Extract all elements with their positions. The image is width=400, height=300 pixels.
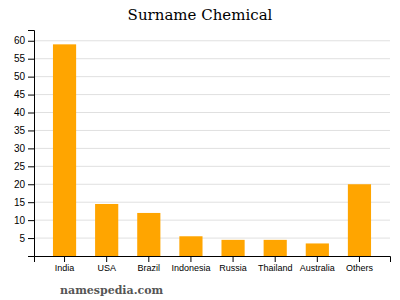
y-tick-mark xyxy=(28,95,34,96)
grid-line xyxy=(34,40,390,41)
y-tick: 10 xyxy=(14,215,34,226)
x-tick-label: India xyxy=(55,263,75,273)
x-tick-label: Indonesia xyxy=(171,263,210,273)
plot: 51015202530354045505560IndiaUSABrazilInd… xyxy=(14,31,391,274)
y-tick: 60 xyxy=(14,35,34,46)
y-tick: 45 xyxy=(14,89,34,100)
y-tick: 15 xyxy=(14,197,34,208)
y-tick: 25 xyxy=(14,161,34,172)
x-tick-mark xyxy=(148,256,149,262)
x-tick: USA xyxy=(97,256,116,273)
chart: 51015202530354045505560IndiaUSABrazilInd… xyxy=(0,0,400,300)
y-tick: 50 xyxy=(14,71,34,82)
y-tick: 55 xyxy=(14,53,34,64)
x-tick-mark xyxy=(190,256,191,262)
bar xyxy=(264,240,287,256)
x-tick-label: Brazil xyxy=(138,263,161,273)
bar xyxy=(221,240,244,256)
x-tick-label: Australia xyxy=(300,263,335,273)
x-tick: Thailand xyxy=(258,256,293,273)
x-tick: Australia xyxy=(300,256,335,273)
y-tick-label: 20 xyxy=(14,179,26,190)
grid-line xyxy=(34,58,390,59)
y-tick-label: 45 xyxy=(14,89,26,100)
y-tick: 30 xyxy=(14,143,34,154)
bar xyxy=(137,213,160,256)
x-tick-mark xyxy=(106,256,107,262)
grid-line xyxy=(34,166,390,167)
x-tick: India xyxy=(55,256,75,273)
x-tick-mark xyxy=(64,256,65,262)
y-tick-label: 5 xyxy=(19,233,25,244)
y-tick: 35 xyxy=(14,125,34,136)
x-tick-mark xyxy=(317,256,318,262)
y-tick-mark xyxy=(28,202,34,203)
bar xyxy=(95,204,118,256)
bar xyxy=(53,44,76,256)
y-tick-mark xyxy=(28,148,34,149)
x-axis: India USA Brazil Indonesia Russia Thailand Aus… xyxy=(35,256,391,273)
x-tick: Russia xyxy=(219,256,247,273)
y-tick-label: 40 xyxy=(14,107,26,118)
grid-line xyxy=(34,238,390,239)
bar xyxy=(306,243,329,256)
bar xyxy=(348,184,371,256)
grid-line xyxy=(34,220,390,221)
x-tick-mark xyxy=(233,256,234,262)
y-tick-mark xyxy=(28,130,34,131)
bars xyxy=(53,44,371,256)
y-axis-line xyxy=(28,31,35,257)
x-tick: Brazil xyxy=(138,256,161,273)
y-tick-mark xyxy=(28,41,34,42)
title: Surname Chemical xyxy=(128,6,273,24)
y-tick: 20 xyxy=(14,179,34,190)
y-tick: 5 xyxy=(19,233,34,244)
x-tick-label: Russia xyxy=(219,263,247,273)
x-tick-label: USA xyxy=(97,263,116,273)
x-tick: Indonesia xyxy=(171,256,210,273)
y-tick-label: 50 xyxy=(14,71,26,82)
y-tick-label: 35 xyxy=(14,125,26,136)
y-tick-label: 30 xyxy=(14,143,26,154)
grid-line xyxy=(34,76,390,77)
y-tick-mark xyxy=(28,238,34,239)
y-tick-label: 25 xyxy=(14,161,26,172)
footer: namespedia.com xyxy=(60,284,164,297)
grid-line xyxy=(34,112,390,113)
grid-line xyxy=(34,94,390,95)
y-tick-mark xyxy=(28,220,34,221)
y-axis: 5 10 15 20 25 30 35 40 45 50 55 60 xyxy=(14,31,35,257)
y-tick-label: 60 xyxy=(14,35,26,46)
grid-line xyxy=(34,184,390,185)
grid-line xyxy=(34,202,390,203)
grid-line xyxy=(34,148,390,149)
x-tick-label: Thailand xyxy=(258,263,293,273)
y-tick: 40 xyxy=(14,107,34,118)
y-tick-mark xyxy=(28,77,34,78)
grid-line xyxy=(34,130,390,131)
x-tick-mark xyxy=(275,256,276,262)
bar xyxy=(179,236,202,256)
y-tick-label: 55 xyxy=(14,53,26,64)
y-tick-mark xyxy=(28,184,34,185)
x-tick-label: Others xyxy=(346,263,374,273)
y-tick-mark xyxy=(28,166,34,167)
y-tick-label: 10 xyxy=(14,215,26,226)
y-tick-label: 15 xyxy=(14,197,26,208)
x-tick-mark xyxy=(359,256,360,262)
y-tick-mark xyxy=(28,113,34,114)
grid xyxy=(34,41,390,238)
x-axis-line xyxy=(35,257,391,263)
y-tick-mark xyxy=(28,59,34,60)
x-tick: Others xyxy=(346,256,374,273)
